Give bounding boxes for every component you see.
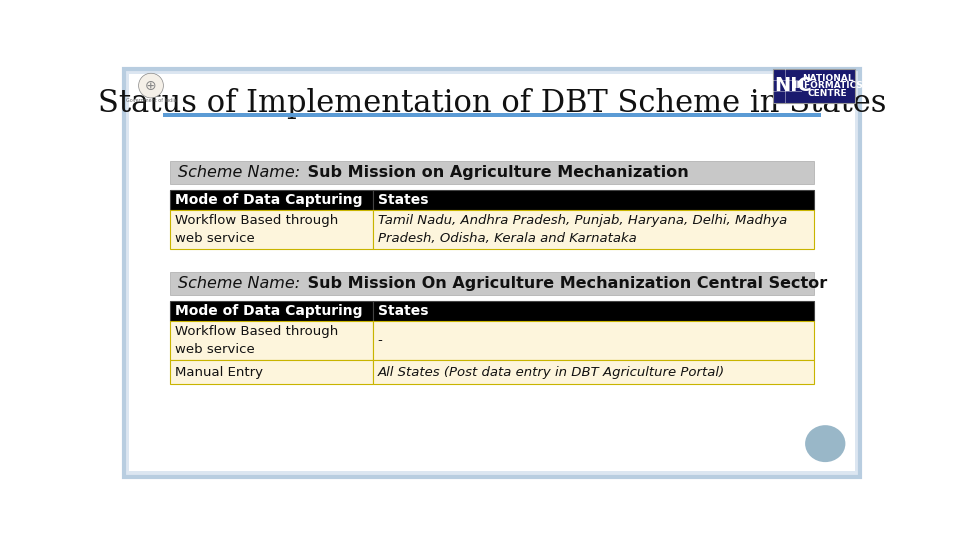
Text: Mode of Data Capturing: Mode of Data Capturing xyxy=(175,193,363,207)
Text: INFORMATICS: INFORMATICS xyxy=(793,81,862,90)
Bar xyxy=(170,210,373,249)
Bar xyxy=(170,360,373,384)
FancyBboxPatch shape xyxy=(124,69,860,477)
Text: Sub Mission On Agriculture Mechanization Central Sector: Sub Mission On Agriculture Mechanization… xyxy=(301,276,828,291)
Bar xyxy=(774,91,802,92)
Text: States: States xyxy=(377,304,428,318)
Text: Government of India: Government of India xyxy=(126,98,177,103)
Ellipse shape xyxy=(805,425,846,462)
Bar xyxy=(373,190,814,211)
Text: States: States xyxy=(377,193,428,207)
Bar xyxy=(373,210,814,249)
Bar xyxy=(170,161,814,184)
Bar xyxy=(170,321,373,360)
Bar xyxy=(170,301,373,321)
Text: Sub Mission on Agriculture Mechanization: Sub Mission on Agriculture Mechanization xyxy=(301,165,688,180)
Text: Status of Implementation of DBT Scheme in States: Status of Implementation of DBT Scheme i… xyxy=(98,88,886,119)
Text: Mode of Data Capturing: Mode of Data Capturing xyxy=(175,304,363,318)
Bar xyxy=(774,80,802,81)
Bar xyxy=(774,69,854,103)
Text: Workflow Based through
web service: Workflow Based through web service xyxy=(175,325,338,356)
Bar xyxy=(170,190,373,211)
Text: -: - xyxy=(377,334,382,347)
Bar xyxy=(373,360,814,384)
Text: Manual Entry: Manual Entry xyxy=(175,366,263,379)
Text: CENTRE: CENTRE xyxy=(807,89,848,98)
Text: Scheme Name:: Scheme Name: xyxy=(179,276,300,291)
Bar xyxy=(373,321,814,360)
Text: Tamil Nadu, Andhra Pradesh, Punjab, Haryana, Delhi, Madhya
Pradesh, Odisha, Kera: Tamil Nadu, Andhra Pradesh, Punjab, Hary… xyxy=(377,214,787,245)
Text: Scheme Name:: Scheme Name: xyxy=(179,165,300,180)
Bar xyxy=(170,272,814,295)
Circle shape xyxy=(138,73,163,98)
Text: NATIONAL: NATIONAL xyxy=(802,73,853,83)
Bar xyxy=(373,301,814,321)
Text: ⊕: ⊕ xyxy=(145,79,156,92)
Text: Workflow Based through
web service: Workflow Based through web service xyxy=(175,214,338,245)
Text: NIC: NIC xyxy=(774,76,811,95)
Text: All States (Post data entry in DBT Agriculture Portal): All States (Post data entry in DBT Agric… xyxy=(377,366,725,379)
Bar xyxy=(162,112,822,117)
